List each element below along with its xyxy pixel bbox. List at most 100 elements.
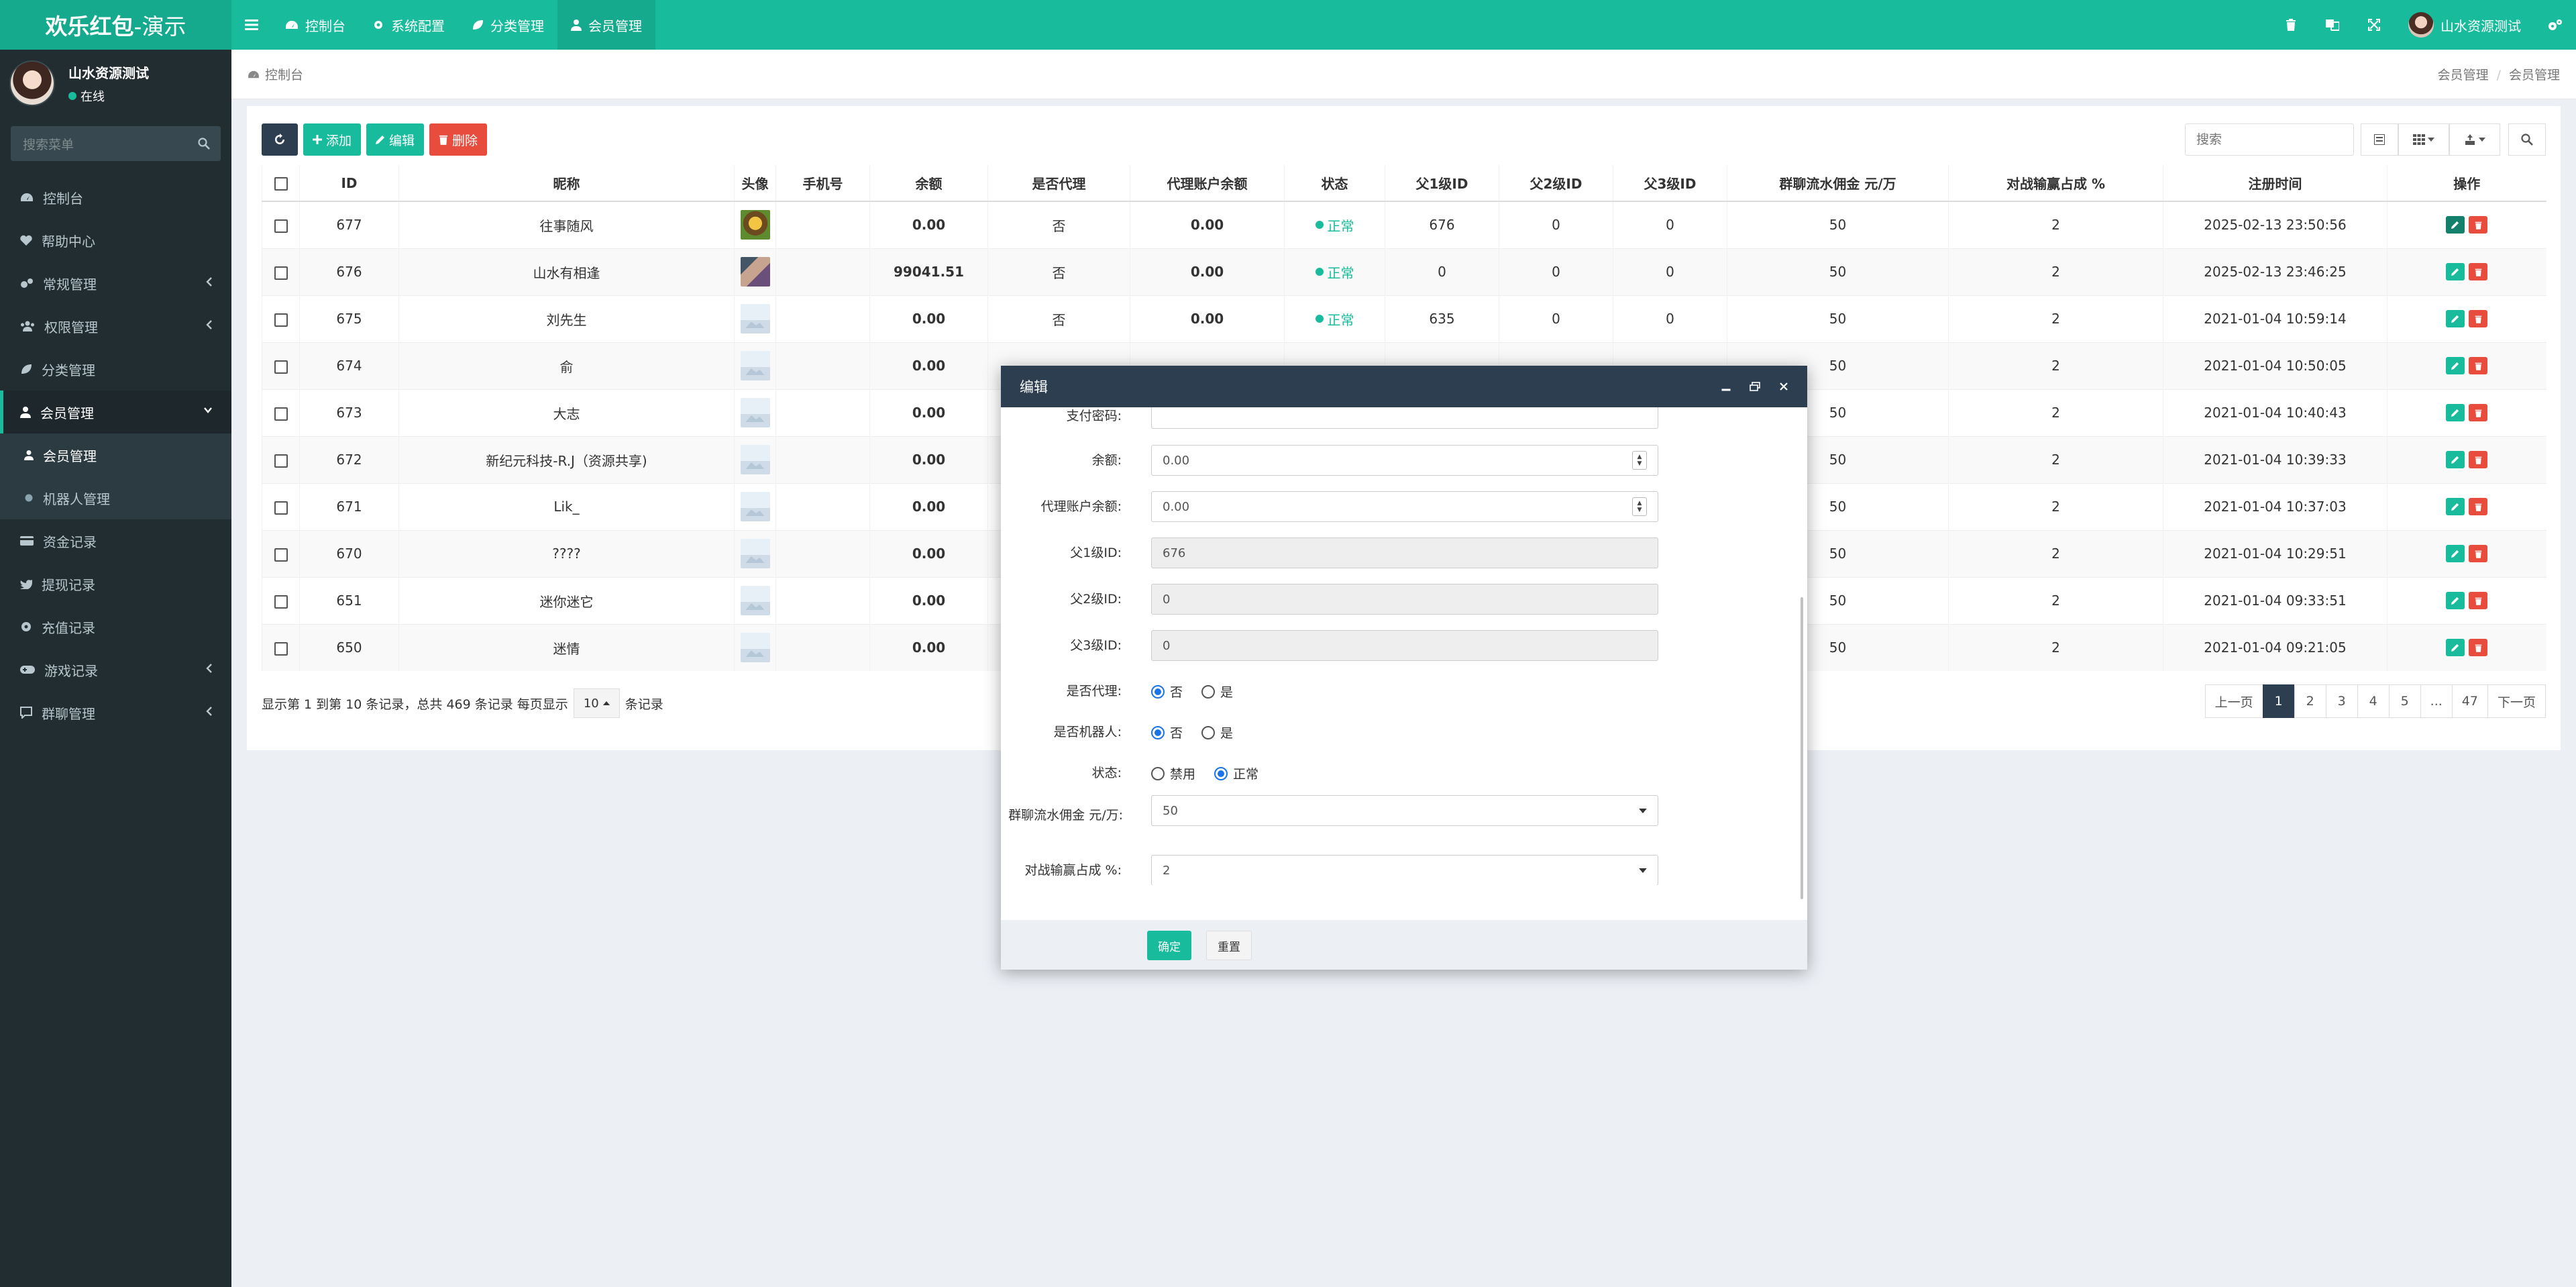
- column-header[interactable]: 头像: [734, 165, 776, 202]
- settings-button[interactable]: [2534, 0, 2576, 50]
- row-edit-button[interactable]: [2446, 310, 2465, 327]
- agent-balance-spinner[interactable]: ▲ ▼: [1632, 497, 1647, 516]
- status-disabled-radio[interactable]: 禁用: [1151, 764, 1195, 782]
- row-delete-button[interactable]: [2469, 451, 2488, 468]
- sidebar-item-general[interactable]: 常规管理: [0, 262, 231, 305]
- column-header[interactable]: 父3级ID: [1613, 165, 1727, 202]
- table-row[interactable]: 675 刘先生 0.00 否 0.00 正常 635 0 0 50 2 2021-01-04 10:5…: [262, 295, 2546, 342]
- topnav-dashboard[interactable]: 控制台: [272, 0, 359, 50]
- column-header[interactable]: 操作: [2387, 165, 2546, 202]
- balance-field[interactable]: 0.00 ▲ ▼: [1151, 445, 1658, 476]
- agent-balance-field[interactable]: 0.00 ▲ ▼: [1151, 491, 1658, 522]
- table-row[interactable]: 677 往事随风 0.00 否 0.00 正常 676 0 0 50 2 2025-02-13 23:…: [262, 201, 2546, 248]
- row-checkbox[interactable]: [274, 407, 288, 421]
- sidebar-item-help[interactable]: 帮助中心: [0, 219, 231, 262]
- table-row[interactable]: 676 山水有相逢 99041.51 否 0.00 正常 0 0 0 50 2 2025-02-13 …: [262, 248, 2546, 295]
- minimize-icon[interactable]: [1721, 382, 1731, 391]
- topnav-system-config[interactable]: 系统配置: [359, 0, 458, 50]
- row-edit-button[interactable]: [2446, 498, 2465, 515]
- row-edit-button[interactable]: [2446, 404, 2465, 421]
- select-all-checkbox[interactable]: [274, 177, 288, 191]
- sidebar-item-game-records[interactable]: 游戏记录: [0, 648, 231, 691]
- column-header[interactable]: 注册时间: [2163, 165, 2387, 202]
- sidebar-item-withdraw-records[interactable]: 提现记录: [0, 562, 231, 605]
- topnav-member[interactable]: 会员管理: [557, 0, 655, 50]
- row-checkbox[interactable]: [274, 595, 288, 609]
- avatar[interactable]: [740, 539, 770, 568]
- is-robot-no-radio[interactable]: 否: [1151, 723, 1183, 741]
- export-dropdown-button[interactable]: [2449, 123, 2500, 156]
- row-delete-button[interactable]: [2469, 545, 2488, 562]
- sidebar-item-member[interactable]: 会员管理: [0, 433, 231, 476]
- advanced-search-button[interactable]: [2508, 123, 2546, 156]
- dialog-scrollbar[interactable]: [1801, 597, 1803, 899]
- table-row[interactable]: 674 俞 0.00 50 2 2021-01-04 10:50:05: [262, 342, 2546, 389]
- is-agent-no-radio[interactable]: 否: [1151, 682, 1183, 701]
- fullscreen-button[interactable]: [2353, 0, 2395, 50]
- row-edit-button[interactable]: [2446, 216, 2465, 234]
- page-size-select[interactable]: 10: [573, 688, 620, 718]
- pct-select[interactable]: 2: [1151, 855, 1658, 885]
- sidebar-search-input[interactable]: 搜索菜单: [11, 126, 221, 161]
- sidebar-item-group-chat[interactable]: 群聊管理: [0, 691, 231, 734]
- column-header[interactable]: 父2级ID: [1499, 165, 1613, 202]
- sidebar-item-fund-records[interactable]: 资金记录: [0, 519, 231, 562]
- reset-button[interactable]: 重置: [1206, 931, 1252, 960]
- column-header[interactable]: 对战输赢占成 %: [1948, 165, 2163, 202]
- row-checkbox[interactable]: [274, 548, 288, 562]
- is-agent-yes-radio[interactable]: 是: [1201, 682, 1233, 701]
- column-header[interactable]: 代理账户余额: [1130, 165, 1285, 202]
- row-delete-button[interactable]: [2469, 404, 2488, 421]
- sidebar-item-dashboard[interactable]: 控制台: [0, 176, 231, 219]
- pay-password-field[interactable]: [1151, 407, 1658, 429]
- column-header[interactable]: 群聊流水佣金 元/万: [1727, 165, 1949, 202]
- sidebar-item-robot[interactable]: 机器人管理: [0, 476, 231, 519]
- avatar[interactable]: [740, 398, 770, 427]
- avatar[interactable]: [740, 304, 770, 333]
- page-button[interactable]: 47: [2451, 684, 2488, 718]
- edit-button[interactable]: 编辑: [366, 123, 425, 156]
- avatar[interactable]: [740, 445, 770, 474]
- app-logo[interactable]: 欢乐红包 -演示: [0, 0, 231, 50]
- translate-button[interactable]: [2312, 0, 2353, 50]
- avatar[interactable]: [740, 586, 770, 615]
- commission-select[interactable]: 50: [1151, 795, 1658, 826]
- sidebar-item-member-group[interactable]: 会员管理: [0, 391, 231, 433]
- row-edit-button[interactable]: [2446, 451, 2465, 468]
- row-delete-button[interactable]: [2469, 216, 2488, 234]
- row-checkbox[interactable]: [274, 219, 288, 233]
- row-checkbox[interactable]: [274, 641, 288, 656]
- close-icon[interactable]: [1779, 382, 1788, 391]
- sidebar-toggle-button[interactable]: [231, 0, 272, 50]
- row-checkbox[interactable]: [274, 360, 288, 374]
- balance-spinner[interactable]: ▲ ▼: [1632, 451, 1647, 470]
- confirm-button[interactable]: 确定: [1147, 931, 1191, 960]
- is-robot-yes-radio[interactable]: 是: [1201, 723, 1233, 741]
- avatar[interactable]: [740, 351, 770, 380]
- column-header[interactable]: 昵称: [398, 165, 735, 202]
- page-button[interactable]: 2: [2294, 684, 2326, 718]
- status-normal-radio[interactable]: 正常: [1214, 764, 1258, 782]
- page-button[interactable]: 3: [2325, 684, 2358, 718]
- maximize-icon[interactable]: [1750, 382, 1760, 391]
- prev-page-button[interactable]: 上一页: [2204, 684, 2263, 718]
- row-checkbox[interactable]: [274, 454, 288, 468]
- column-header[interactable]: 是否代理: [987, 165, 1130, 202]
- avatar[interactable]: [740, 492, 770, 521]
- row-edit-button[interactable]: [2446, 639, 2465, 657]
- column-header[interactable]: 余额: [869, 165, 988, 202]
- row-delete-button[interactable]: [2469, 263, 2488, 280]
- row-edit-button[interactable]: [2446, 263, 2465, 280]
- row-delete-button[interactable]: [2469, 639, 2488, 657]
- topnav-category[interactable]: 分类管理: [458, 0, 557, 50]
- delete-button[interactable]: 删除: [429, 123, 488, 156]
- row-delete-button[interactable]: [2469, 498, 2488, 515]
- avatar[interactable]: [740, 257, 770, 287]
- page-button[interactable]: 1: [2262, 684, 2295, 718]
- columns-dropdown-button[interactable]: [2398, 123, 2449, 156]
- sidebar-item-permission[interactable]: 权限管理: [0, 305, 231, 348]
- column-header[interactable]: 父1级ID: [1385, 165, 1499, 202]
- avatar[interactable]: [740, 210, 770, 240]
- row-edit-button[interactable]: [2446, 357, 2465, 374]
- column-header[interactable]: 状态: [1284, 165, 1385, 202]
